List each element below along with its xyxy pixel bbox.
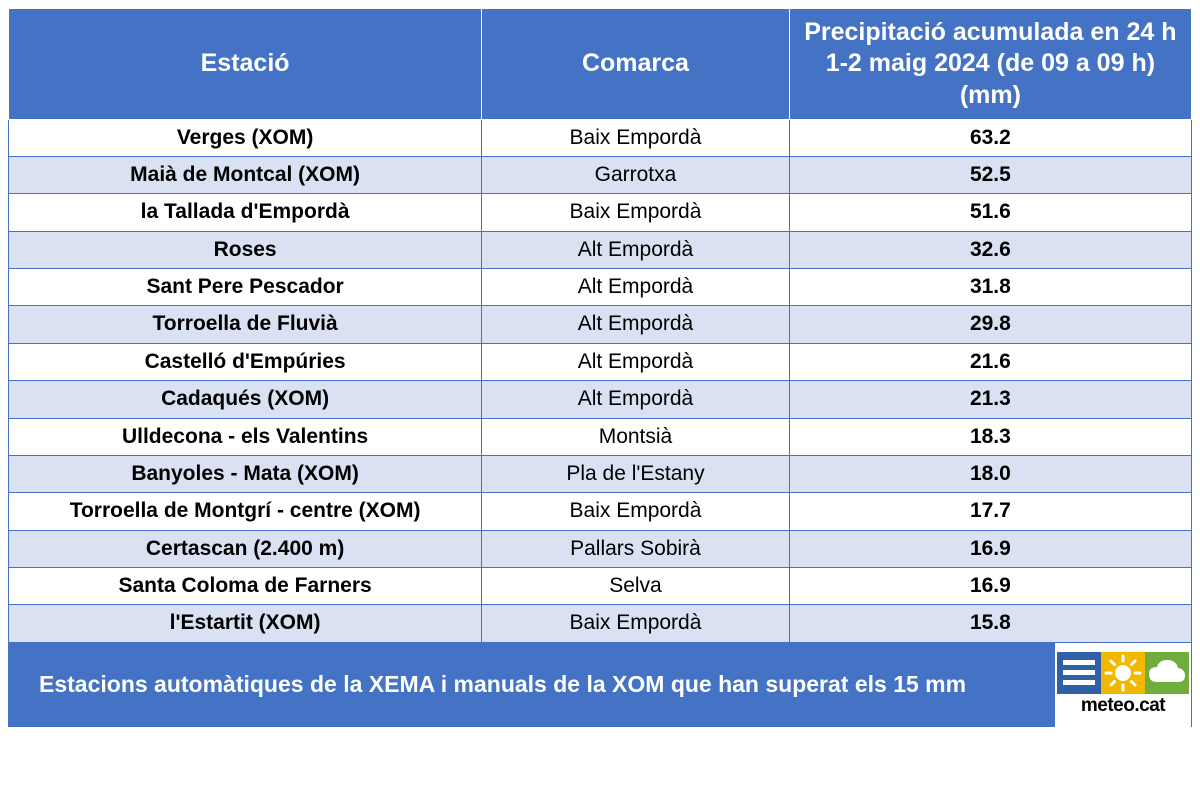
cell-comarca: Baix Empordà xyxy=(482,119,790,156)
meteocat-logo-icons xyxy=(1057,652,1189,694)
table-header-row: Estació Comarca Precipitació acumulada e… xyxy=(9,9,1192,120)
meteocat-logo-text: meteo.cat xyxy=(1081,695,1165,717)
cell-comarca: Baix Empordà xyxy=(482,493,790,530)
cell-precipitacio: 29.8 xyxy=(789,306,1191,343)
header-precipitacio: Precipitació acumulada en 24 h1-2 maig 2… xyxy=(789,9,1191,120)
cell-estacio: Banyoles - Mata (XOM) xyxy=(9,455,482,492)
cell-estacio: Torroella de Montgrí - centre (XOM) xyxy=(9,493,482,530)
cell-comarca: Pla de l'Estany xyxy=(482,455,790,492)
cell-comarca: Alt Empordà xyxy=(482,343,790,380)
cell-precipitacio: 21.3 xyxy=(789,381,1191,418)
table-row: RosesAlt Empordà32.6 xyxy=(9,231,1192,268)
table-row: Verges (XOM)Baix Empordà63.2 xyxy=(9,119,1192,156)
cell-precipitacio: 21.6 xyxy=(789,343,1191,380)
table-row: Ulldecona - els ValentinsMontsià18.3 xyxy=(9,418,1192,455)
header-estacio: Estació xyxy=(9,9,482,120)
cell-precipitacio: 51.6 xyxy=(789,194,1191,231)
cell-precipitacio: 52.5 xyxy=(789,157,1191,194)
cell-comarca: Alt Empordà xyxy=(482,231,790,268)
cell-comarca: Selva xyxy=(482,567,790,604)
cell-estacio: Castelló d'Empúries xyxy=(9,343,482,380)
table-row: Certascan (2.400 m)Pallars Sobirà16.9 xyxy=(9,530,1192,567)
cell-precipitacio: 18.0 xyxy=(789,455,1191,492)
cell-estacio: Maià de Montcal (XOM) xyxy=(9,157,482,194)
cell-estacio: Sant Pere Pescador xyxy=(9,269,482,306)
cell-estacio: Certascan (2.400 m) xyxy=(9,530,482,567)
cell-estacio: l'Estartit (XOM) xyxy=(9,605,482,642)
table-row: Santa Coloma de FarnersSelva16.9 xyxy=(9,567,1192,604)
cell-estacio: Santa Coloma de Farners xyxy=(9,567,482,604)
cell-precipitacio: 15.8 xyxy=(789,605,1191,642)
cell-precipitacio: 18.3 xyxy=(789,418,1191,455)
table-row: Castelló d'EmpúriesAlt Empordà21.6 xyxy=(9,343,1192,380)
cell-estacio: Roses xyxy=(9,231,482,268)
cell-comarca: Alt Empordà xyxy=(482,306,790,343)
cell-comarca: Garrotxa xyxy=(482,157,790,194)
cell-precipitacio: 17.7 xyxy=(789,493,1191,530)
cell-comarca: Alt Empordà xyxy=(482,381,790,418)
precipitation-table-container: Estació Comarca Precipitació acumulada e… xyxy=(8,8,1192,727)
cell-comarca: Alt Empordà xyxy=(482,269,790,306)
cell-comarca: Baix Empordà xyxy=(482,194,790,231)
cell-precipitacio: 16.9 xyxy=(789,567,1191,604)
cell-precipitacio: 31.8 xyxy=(789,269,1191,306)
sun-icon xyxy=(1101,652,1145,694)
cloud-icon xyxy=(1145,652,1189,694)
table-row: Sant Pere PescadorAlt Empordà31.8 xyxy=(9,269,1192,306)
table-row: la Tallada d'EmpordàBaix Empordà51.6 xyxy=(9,194,1192,231)
table-footer: Estacions automàtiques de la XEMA i manu… xyxy=(8,643,1192,727)
cell-estacio: Torroella de Fluvià xyxy=(9,306,482,343)
table-row: Torroella de Montgrí - centre (XOM)Baix … xyxy=(9,493,1192,530)
table-row: Maià de Montcal (XOM)Garrotxa52.5 xyxy=(9,157,1192,194)
table-row: l'Estartit (XOM)Baix Empordà15.8 xyxy=(9,605,1192,642)
cell-estacio: Verges (XOM) xyxy=(9,119,482,156)
cell-precipitacio: 63.2 xyxy=(789,119,1191,156)
cell-precipitacio: 16.9 xyxy=(789,530,1191,567)
meteocat-logo: meteo.cat xyxy=(1055,643,1191,727)
cell-comarca: Pallars Sobirà xyxy=(482,530,790,567)
cell-estacio: Ulldecona - els Valentins xyxy=(9,418,482,455)
table-row: Torroella de FluviàAlt Empordà29.8 xyxy=(9,306,1192,343)
cell-estacio: la Tallada d'Empordà xyxy=(9,194,482,231)
table-row: Cadaqués (XOM)Alt Empordà21.3 xyxy=(9,381,1192,418)
lines-icon xyxy=(1057,652,1101,694)
header-comarca: Comarca xyxy=(482,9,790,120)
precipitation-table: Estació Comarca Precipitació acumulada e… xyxy=(8,8,1192,643)
cell-comarca: Baix Empordà xyxy=(482,605,790,642)
cell-comarca: Montsià xyxy=(482,418,790,455)
cell-estacio: Cadaqués (XOM) xyxy=(9,381,482,418)
footer-caption: Estacions automàtiques de la XEMA i manu… xyxy=(9,671,1055,698)
cell-precipitacio: 32.6 xyxy=(789,231,1191,268)
table-row: Banyoles - Mata (XOM)Pla de l'Estany18.0 xyxy=(9,455,1192,492)
